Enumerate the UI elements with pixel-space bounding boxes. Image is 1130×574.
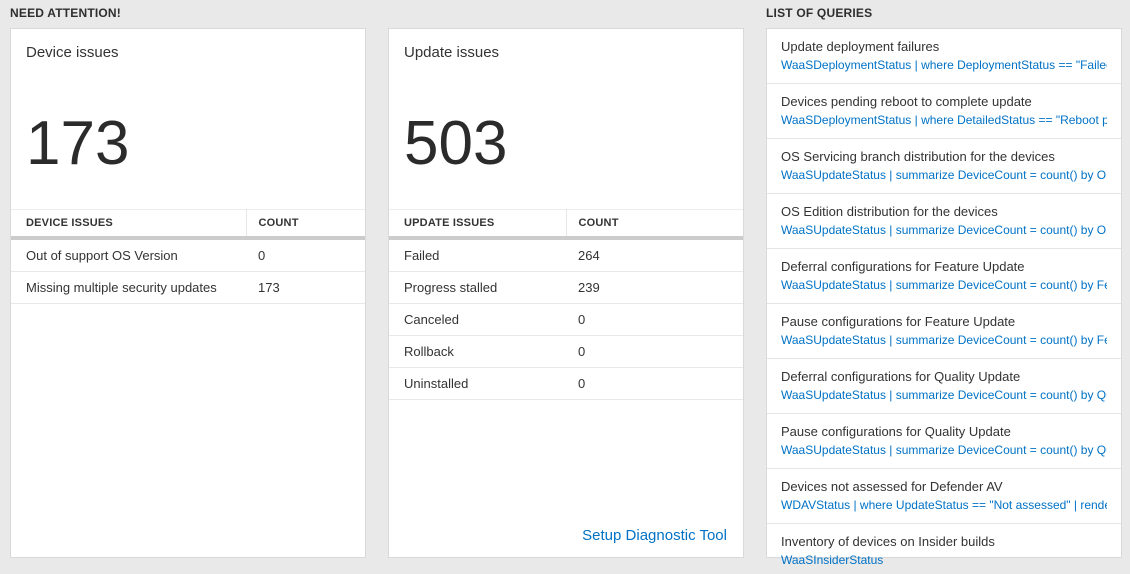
section-title-need-attention: NEED ATTENTION! [10, 6, 121, 20]
column-header-device-issues: DEVICE ISSUES [11, 209, 246, 240]
column-header-count: COUNT [245, 209, 365, 240]
table-row[interactable]: Failed 264 [389, 238, 743, 272]
issue-count: 264 [566, 238, 743, 272]
table-row[interactable]: Canceled 0 [389, 303, 743, 336]
issue-count: 173 [246, 271, 365, 304]
query-item[interactable]: Update deployment failures WaaSDeploymen… [767, 29, 1121, 84]
query-title: Pause configurations for Quality Update [781, 424, 1011, 439]
setup-diagnostic-tool-link[interactable]: Setup Diagnostic Tool [582, 527, 727, 544]
table-row[interactable]: Missing multiple security updates 173 [11, 271, 365, 304]
update-issues-table-header-row: UPDATE ISSUES COUNT [389, 209, 743, 240]
query-item[interactable]: Deferral configurations for Feature Upda… [767, 249, 1121, 304]
query-title: OS Edition distribution for the devices [781, 204, 998, 219]
issue-count: 0 [566, 335, 743, 368]
table-row[interactable]: Uninstalled 0 [389, 367, 743, 400]
list-of-queries-section: LIST OF QUERIES Update deployment failur… [766, 6, 1122, 567]
device-issues-card: Device issues 173 DEVICE ISSUES COUNT Ou… [10, 28, 366, 558]
query-link[interactable]: WaaSUpdateStatus | summarize DeviceCount… [781, 443, 1107, 457]
issue-label: Missing multiple security updates [11, 271, 246, 304]
column-header-update-issues: UPDATE ISSUES [389, 209, 566, 240]
table-row[interactable]: Rollback 0 [389, 335, 743, 368]
query-item[interactable]: Pause configurations for Feature Update … [767, 304, 1121, 359]
query-title: Update deployment failures [781, 39, 940, 54]
issue-count: 0 [246, 238, 365, 272]
update-issues-card: Update issues 503 UPDATE ISSUES COUNT Fa… [388, 28, 744, 558]
update-compliance-dashboard: NEED ATTENTION! Device issues 173 DEVICE… [10, 6, 1122, 567]
issue-label: Out of support OS Version [11, 238, 246, 272]
update-issues-table: UPDATE ISSUES COUNT Failed 264 Progress … [389, 209, 743, 400]
query-link[interactable]: WaaSUpdateStatus | summarize DeviceCount… [781, 333, 1107, 347]
device-issues-card-title: Device issues [26, 44, 119, 61]
section-title-list-of-queries: LIST OF QUERIES [766, 6, 873, 20]
issue-label: Rollback [389, 335, 566, 368]
query-title: OS Servicing branch distribution for the… [781, 149, 1055, 164]
query-item[interactable]: Devices not assessed for Defender AV WDA… [767, 469, 1121, 524]
issue-label: Progress stalled [389, 271, 566, 304]
issue-count: 0 [566, 303, 743, 336]
issue-count: 239 [566, 271, 743, 304]
query-link[interactable]: WaaSUpdateStatus | summarize DeviceCount… [781, 388, 1107, 402]
table-row[interactable]: Out of support OS Version 0 [11, 238, 365, 272]
issue-label: Uninstalled [389, 367, 566, 400]
query-title: Inventory of devices on Insider builds [781, 534, 995, 549]
query-link[interactable]: WaaSDeploymentStatus | where DetailedSta… [781, 113, 1107, 127]
query-item[interactable]: OS Servicing branch distribution for the… [767, 139, 1121, 194]
query-item[interactable]: Inventory of devices on Insider builds W… [767, 524, 1121, 574]
query-item[interactable]: Devices pending reboot to complete updat… [767, 84, 1121, 139]
query-link[interactable]: WaaSInsiderStatus [781, 553, 884, 567]
query-title: Pause configurations for Feature Update [781, 314, 1016, 329]
need-attention-section: NEED ATTENTION! Device issues 173 DEVICE… [10, 6, 744, 558]
device-issues-table-header-row: DEVICE ISSUES COUNT [11, 209, 365, 240]
query-link[interactable]: WaaSUpdateStatus | summarize DeviceCount… [781, 278, 1107, 292]
query-item[interactable]: Pause configurations for Quality Update … [767, 414, 1121, 469]
query-item[interactable]: OS Edition distribution for the devices … [767, 194, 1121, 249]
column-header-count: COUNT [565, 209, 743, 240]
issue-count: 0 [566, 367, 743, 400]
queries-panel: Update deployment failures WaaSDeploymen… [766, 28, 1122, 567]
issue-label: Failed [389, 238, 566, 272]
query-title: Deferral configurations for Feature Upda… [781, 259, 1025, 274]
issue-label: Canceled [389, 303, 566, 336]
query-title: Devices pending reboot to complete updat… [781, 94, 1032, 109]
query-link[interactable]: WaaSUpdateStatus | summarize DeviceCount… [781, 168, 1107, 182]
table-row[interactable]: Progress stalled 239 [389, 271, 743, 304]
query-link[interactable]: WaaSDeploymentStatus | where DeploymentS… [781, 58, 1107, 72]
update-issues-total: 503 [404, 109, 508, 178]
query-link[interactable]: WaaSUpdateStatus | summarize DeviceCount… [781, 223, 1107, 237]
query-title: Deferral configurations for Quality Upda… [781, 369, 1021, 384]
update-issues-card-title: Update issues [404, 44, 500, 61]
query-item[interactable]: Deferral configurations for Quality Upda… [767, 359, 1121, 414]
need-attention-cards: Device issues 173 DEVICE ISSUES COUNT Ou… [10, 28, 744, 558]
device-issues-total: 173 [26, 109, 130, 178]
query-link[interactable]: WDAVStatus | where UpdateStatus == "Not … [781, 498, 1107, 512]
query-title: Devices not assessed for Defender AV [781, 479, 1003, 494]
device-issues-table: DEVICE ISSUES COUNT Out of support OS Ve… [11, 209, 365, 304]
